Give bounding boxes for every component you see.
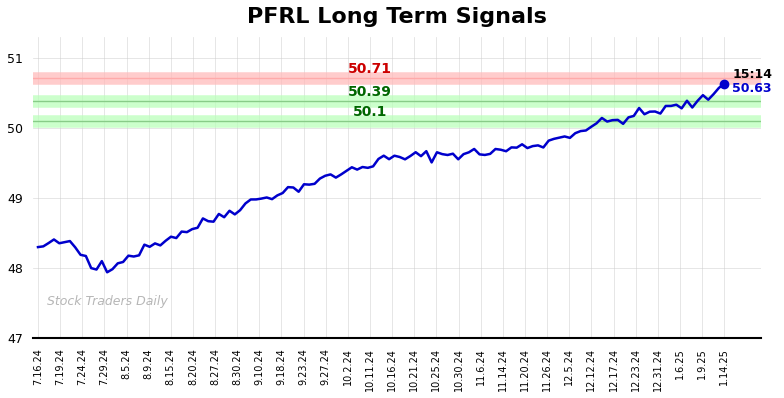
Text: 50.71: 50.71	[348, 62, 392, 76]
Title: PFRL Long Term Signals: PFRL Long Term Signals	[247, 7, 547, 27]
Text: 50.1: 50.1	[353, 105, 387, 119]
Text: 50.63: 50.63	[732, 82, 771, 95]
Text: 50.39: 50.39	[348, 84, 392, 99]
Text: Stock Traders Daily: Stock Traders Daily	[47, 295, 168, 308]
Text: 15:14: 15:14	[732, 68, 772, 81]
